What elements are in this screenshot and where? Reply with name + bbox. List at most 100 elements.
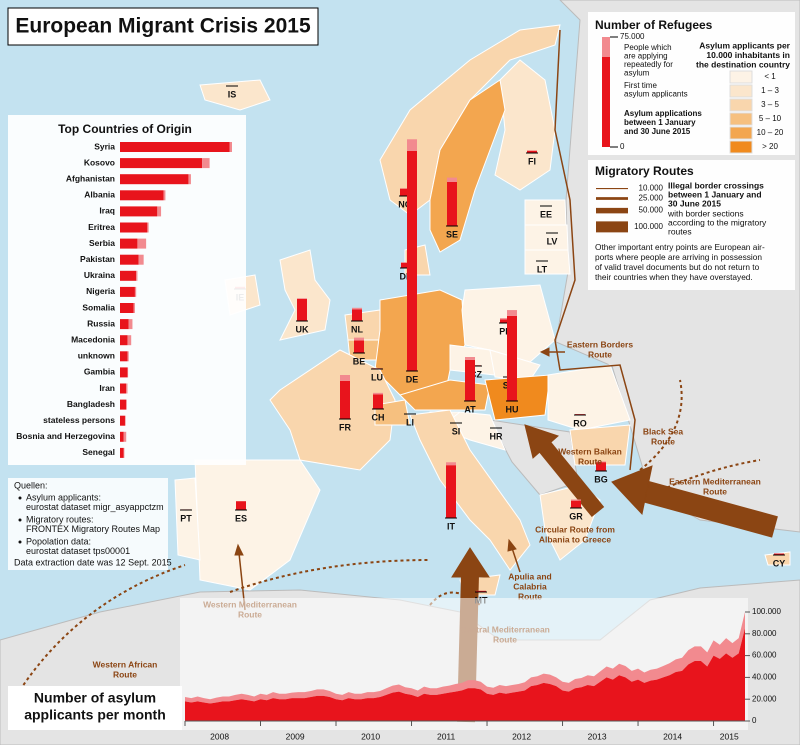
repeat-label: People which (624, 43, 672, 52)
country-code: FR (339, 422, 351, 432)
origin-label: Kosovo (84, 157, 115, 167)
origin-label: Syria (94, 141, 115, 151)
country-code: PT (180, 513, 192, 523)
route-arrowhead (234, 543, 244, 556)
bullet (18, 518, 22, 522)
density-label: > 20 (762, 142, 778, 151)
repeat-bar (126, 383, 128, 394)
repeat-bar (229, 142, 232, 152)
period-label: between 1 January (624, 118, 696, 127)
first-time-bar (120, 399, 127, 410)
repeat-bar (507, 310, 517, 316)
repeat-bar (126, 399, 127, 410)
repeat-bar (136, 270, 138, 281)
density-swatch (729, 70, 753, 84)
route-note: of valid travel documents but do not ret… (595, 262, 760, 272)
origin-label: Pakistan (80, 254, 115, 264)
repeat-bar (407, 139, 417, 151)
source-item: Popolation data: (26, 536, 91, 546)
first-time-bar (120, 447, 124, 458)
repeat-label: asylum (624, 69, 650, 78)
first-time-bar (120, 335, 128, 346)
repeat-bar (354, 337, 364, 341)
first-time-bar (446, 465, 456, 518)
origin-label: Somalia (82, 302, 115, 312)
country-shape (409, 409, 531, 571)
repeat-bar (124, 415, 126, 426)
density-swatch (729, 126, 753, 140)
y-tick-label: 20.000 (752, 694, 777, 703)
country-code: NO (398, 199, 412, 209)
x-tick-label: 2011 (437, 731, 456, 741)
origin-label: Albania (84, 190, 115, 200)
first-time-bar (340, 380, 350, 419)
first-time-bar (120, 415, 125, 426)
density-title: Asylum applicants per (699, 40, 790, 50)
width-label: 25.000 (639, 194, 664, 203)
country-code: RO (573, 418, 587, 428)
country-code: LI (406, 417, 414, 427)
route-label: Western African (93, 659, 158, 669)
source-item: eurostat dataset migr_asyappctzm (26, 502, 164, 512)
route-description-note: with border sections (667, 208, 744, 218)
first-time-bar (120, 142, 230, 152)
source-item: Asylum applicants: (26, 492, 101, 502)
monthly-title: applicants per month (24, 707, 166, 723)
first-time-bar (120, 431, 124, 442)
first-time-bar (571, 500, 581, 508)
repeat-bar (127, 367, 129, 378)
route-label: Route (578, 456, 602, 466)
repeat-bar (352, 307, 362, 310)
density-swatch (729, 84, 753, 98)
bullet (18, 540, 22, 544)
x-tick-label: 2009 (286, 731, 305, 741)
route-arrowhead (611, 465, 653, 516)
route-arrow (511, 547, 521, 573)
density-swatch (729, 98, 753, 112)
route-line (229, 559, 431, 593)
origin-label: Iraq (99, 206, 115, 216)
first-time-bar (352, 309, 362, 321)
repeat-bar (340, 375, 350, 381)
country-code: IS (228, 89, 237, 99)
origins-title: Top Countries of Origin (58, 122, 192, 136)
density-label: 10 – 20 (757, 128, 784, 137)
repeat-bar (500, 318, 510, 320)
origin-label: Bosnia and Herzegovina (16, 431, 115, 441)
first-time-bar (401, 262, 411, 268)
first-time-bar (527, 150, 537, 153)
route-label: Eastern Mediterranean (669, 476, 761, 486)
first-time-bar (120, 190, 164, 201)
country-code: DE (406, 374, 419, 384)
density-label: 1 – 3 (761, 86, 779, 95)
country-code: LU (371, 372, 383, 382)
country-shape (484, 374, 551, 421)
legend-bar (602, 37, 610, 57)
x-tick-label: 2012 (512, 731, 531, 741)
repeat-bar (147, 222, 149, 233)
repeat-bar (133, 303, 135, 313)
country-shape (524, 249, 571, 275)
repeat-bar (465, 357, 475, 360)
first-time-bar (373, 394, 383, 409)
density-title: the destination country (696, 59, 790, 69)
density-title: 10.000 inhabitants in (706, 50, 790, 60)
first-time-bar (354, 340, 364, 353)
route-label: Calabria (513, 581, 547, 591)
period-label: Asylum applications (624, 109, 702, 118)
route-description-note: according to the migratory (668, 217, 767, 227)
route-label: Black Sea (643, 426, 683, 436)
repeat-bar (373, 392, 383, 395)
density-swatch (729, 140, 753, 154)
first-time-bar (465, 359, 475, 401)
origin-label: Ukraina (84, 270, 115, 280)
sources-panel (8, 478, 168, 570)
route-note: their countries when they have overstaye… (595, 272, 753, 282)
source-item: Migratory routes: (26, 514, 94, 524)
first-time-bar (407, 151, 417, 371)
title: European Migrant Crisis 2015 (15, 15, 311, 38)
first-time-bar (120, 286, 135, 297)
